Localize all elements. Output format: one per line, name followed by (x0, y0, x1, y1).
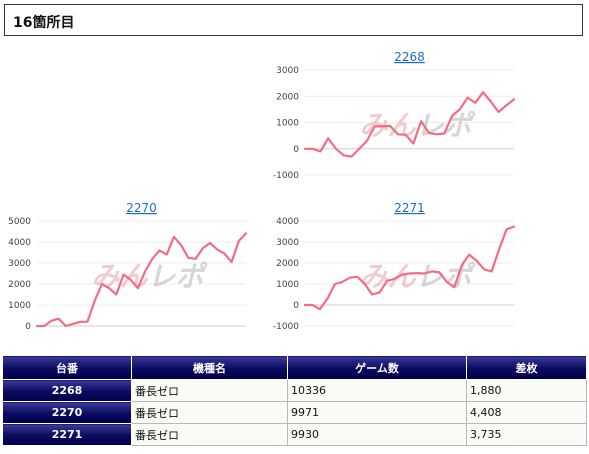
watermark-logo: みんレポ (91, 260, 207, 293)
y-tick-label: 2000 (276, 92, 299, 102)
cell-machine: 番長ゼロ (131, 423, 288, 446)
y-tick-label: 1000 (276, 119, 299, 129)
section-title: 16箇所目 (13, 15, 75, 31)
y-tick-label: 0 (25, 322, 31, 332)
y-tick-label: 3000 (8, 259, 31, 269)
cell-games: 9930 (287, 423, 467, 446)
cell-games: 10336 (287, 379, 467, 402)
cell-machine: 番長ゼロ (131, 401, 288, 424)
y-tick-label: 4000 (276, 217, 299, 227)
chart-2271: 2271 4000 3000 2000 1000 0 -1000 みんレポ (270, 199, 518, 332)
y-tick-label: 4000 (8, 238, 31, 248)
section-header: 16箇所目 (4, 4, 583, 36)
chart-2268: 2268 3000 2000 1000 0 -1000 みんレポ (270, 48, 518, 181)
y-tick-label: 1000 (276, 280, 299, 290)
table-row: 2271 番長ゼロ 9930 3,735 (2, 423, 587, 446)
chart-title-link[interactable]: 2271 (394, 201, 425, 215)
table-header-row: 台番 機種名 ゲーム数 差枚 (2, 355, 587, 380)
series-line (303, 91, 516, 158)
chart-title-link[interactable]: 2268 (394, 50, 425, 64)
y-tick-label: 0 (293, 301, 299, 311)
y-tick-label: -1000 (273, 322, 299, 332)
series-line (35, 232, 248, 328)
y-tick-label: 0 (293, 145, 299, 155)
header-machine: 機種名 (131, 355, 288, 380)
data-table: 台番 機種名 ゲーム数 差枚 2268 番長ゼロ 10336 1,880 227… (2, 355, 587, 446)
chart-svg: 2270 5000 4000 3000 2000 1000 0 みんレポ (8, 201, 248, 332)
y-tick-label: -1000 (273, 171, 299, 181)
y-tick-label: 5000 (8, 217, 31, 227)
cell-diff: 3,735 (466, 423, 587, 446)
cell-number: 2270 (2, 401, 132, 424)
table-row: 2270 番長ゼロ 9971 4,408 (2, 401, 587, 424)
header-games: ゲーム数 (287, 355, 467, 380)
watermark-logo: みんレポ (359, 260, 475, 293)
y-tick-label: 2000 (276, 259, 299, 269)
y-tick-label: 3000 (276, 66, 299, 76)
cell-games: 9971 (287, 401, 467, 424)
cell-number: 2271 (2, 423, 132, 446)
header-number: 台番 (2, 355, 132, 380)
y-tick-label: 2000 (8, 280, 31, 290)
cell-diff: 4,408 (466, 401, 587, 424)
cell-machine: 番長ゼロ (131, 379, 288, 402)
series-line (303, 225, 516, 311)
chart-2270: 2270 5000 4000 3000 2000 1000 0 みんレポ (2, 199, 250, 332)
chart-title-link[interactable]: 2270 (126, 201, 157, 215)
y-tick-label: 1000 (8, 301, 31, 311)
header-diff: 差枚 (466, 355, 587, 380)
y-tick-label: 3000 (276, 238, 299, 248)
table-row: 2268 番長ゼロ 10336 1,880 (2, 379, 587, 402)
cell-diff: 1,880 (466, 379, 587, 402)
chart-svg: 2271 4000 3000 2000 1000 0 -1000 みんレポ (273, 201, 516, 332)
cell-number: 2268 (2, 379, 132, 402)
